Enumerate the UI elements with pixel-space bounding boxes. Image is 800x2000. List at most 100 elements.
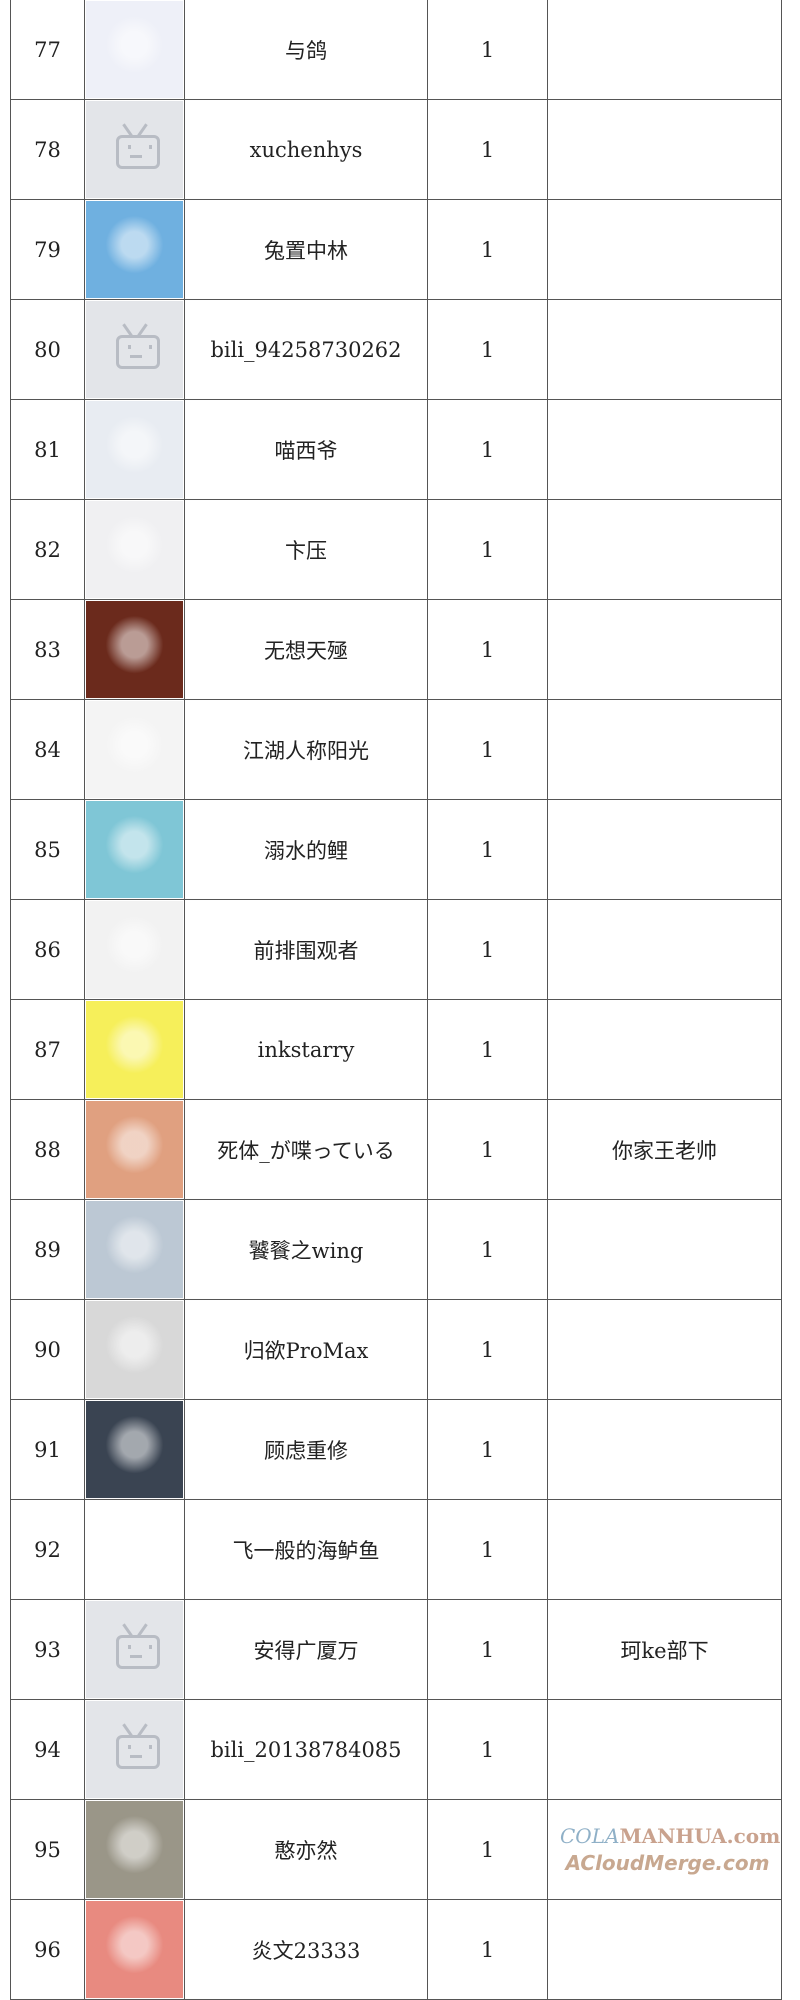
avatar bbox=[86, 401, 183, 498]
note-cell bbox=[547, 199, 782, 300]
rank-cell: 82 bbox=[10, 499, 85, 600]
avatar bbox=[86, 1001, 183, 1098]
count-cell: 1 bbox=[427, 1399, 548, 1500]
count-cell: 1 bbox=[427, 1799, 548, 1900]
username-cell: xuchenhys bbox=[184, 99, 428, 200]
count-cell: 1 bbox=[427, 499, 548, 600]
table-row: 84 江湖人称阳光 1 bbox=[10, 699, 782, 800]
note-cell bbox=[547, 0, 782, 100]
rank-cell: 80 bbox=[10, 299, 85, 400]
note-cell bbox=[547, 499, 782, 600]
username-cell: 顾虑重修 bbox=[184, 1399, 428, 1500]
table-row: 81 喵西爷 1 bbox=[10, 399, 782, 500]
note-cell bbox=[547, 699, 782, 800]
username-cell: 飞一般的海鲈鱼 bbox=[184, 1499, 428, 1600]
rank-cell: 93 bbox=[10, 1599, 85, 1700]
count-cell: 1 bbox=[427, 0, 548, 100]
table-row: 92 飞一般的海鲈鱼 1 bbox=[10, 1499, 782, 1600]
avatar-cell bbox=[84, 0, 185, 100]
rank-cell: 91 bbox=[10, 1399, 85, 1500]
username-cell: inkstarry bbox=[184, 999, 428, 1100]
count-cell: 1 bbox=[427, 1299, 548, 1400]
note-cell bbox=[547, 799, 782, 900]
rank-cell: 90 bbox=[10, 1299, 85, 1400]
count-cell: 1 bbox=[427, 799, 548, 900]
note-cell bbox=[547, 1899, 782, 2000]
table-row: 88 死体_が喋っている 1 你家王老帅 bbox=[10, 1099, 782, 1200]
rank-cell: 79 bbox=[10, 199, 85, 300]
table-row: 85 溺水的鲤 1 bbox=[10, 799, 782, 900]
note-cell bbox=[547, 1399, 782, 1500]
count-cell: 1 bbox=[427, 1199, 548, 1300]
avatar-cell bbox=[84, 1099, 185, 1200]
count-cell: 1 bbox=[427, 899, 548, 1000]
table-row: 95 憨亦然 1 bbox=[10, 1799, 782, 1900]
avatar-cell bbox=[84, 399, 185, 500]
count-cell: 1 bbox=[427, 1099, 548, 1200]
rank-cell: 78 bbox=[10, 99, 85, 200]
default-avatar-icon bbox=[86, 1601, 183, 1698]
table-row: 77 与鸽 1 bbox=[10, 0, 782, 100]
rank-cell: 81 bbox=[10, 399, 85, 500]
rank-cell: 88 bbox=[10, 1099, 85, 1200]
default-avatar-icon bbox=[86, 1701, 183, 1798]
note-cell bbox=[547, 1499, 782, 1600]
table-row: 79 兔置中林 1 bbox=[10, 199, 782, 300]
avatar bbox=[86, 1201, 183, 1298]
table-row: 87 inkstarry 1 bbox=[10, 999, 782, 1100]
count-cell: 1 bbox=[427, 599, 548, 700]
table-row: 83 无想天殛 1 bbox=[10, 599, 782, 700]
note-cell bbox=[547, 599, 782, 700]
avatar-cell bbox=[84, 1799, 185, 1900]
username-cell: 卞压 bbox=[184, 499, 428, 600]
table-row: 86 前排围观者 1 bbox=[10, 899, 782, 1000]
avatar bbox=[86, 501, 183, 598]
avatar-cell bbox=[84, 99, 185, 200]
avatar-cell bbox=[84, 899, 185, 1000]
username-cell: 死体_が喋っている bbox=[184, 1099, 428, 1200]
avatar-cell bbox=[84, 1599, 185, 1700]
rank-cell: 84 bbox=[10, 699, 85, 800]
count-cell: 1 bbox=[427, 1599, 548, 1700]
avatar bbox=[86, 201, 183, 298]
table-row: 78 xuchenhys 1 bbox=[10, 99, 782, 200]
avatar-cell bbox=[84, 599, 185, 700]
avatar-cell bbox=[84, 1499, 185, 1600]
avatar-cell bbox=[84, 999, 185, 1100]
avatar-cell bbox=[84, 499, 185, 600]
username-cell: 兔置中林 bbox=[184, 199, 428, 300]
avatar bbox=[86, 901, 183, 998]
count-cell: 1 bbox=[427, 1899, 548, 2000]
rank-cell: 87 bbox=[10, 999, 85, 1100]
rank-cell: 77 bbox=[10, 0, 85, 100]
avatar bbox=[86, 1901, 183, 1998]
rank-cell: 96 bbox=[10, 1899, 85, 2000]
avatar bbox=[86, 1401, 183, 1498]
note-cell: 珂ke部下 bbox=[547, 1599, 782, 1700]
avatar bbox=[86, 701, 183, 798]
username-cell: 归欲ProMax bbox=[184, 1299, 428, 1400]
avatar-cell bbox=[84, 299, 185, 400]
note-cell bbox=[547, 99, 782, 200]
table-row: 89 饕餮之wing 1 bbox=[10, 1199, 782, 1300]
count-cell: 1 bbox=[427, 1499, 548, 1600]
table-row: 91 顾虑重修 1 bbox=[10, 1399, 782, 1500]
rank-cell: 95 bbox=[10, 1799, 85, 1900]
count-cell: 1 bbox=[427, 999, 548, 1100]
avatar-cell bbox=[84, 1299, 185, 1400]
avatar bbox=[86, 1301, 183, 1398]
avatar-cell bbox=[84, 199, 185, 300]
avatar-cell bbox=[84, 1899, 185, 2000]
note-cell bbox=[547, 999, 782, 1100]
username-cell: 溺水的鲤 bbox=[184, 799, 428, 900]
avatar bbox=[86, 1801, 183, 1898]
avatar-cell bbox=[84, 1199, 185, 1300]
table-row: 93 安得广厦万 1 珂ke部下 bbox=[10, 1599, 782, 1700]
rank-cell: 86 bbox=[10, 899, 85, 1000]
avatar-cell bbox=[84, 1399, 185, 1500]
table-row: 96 炎文23333 1 bbox=[10, 1899, 782, 2000]
avatar bbox=[86, 801, 183, 898]
default-avatar-icon bbox=[86, 101, 183, 198]
username-cell: 喵西爷 bbox=[184, 399, 428, 500]
ranking-table: 77 与鸽 1 78 xuchenhys 1 79 兔置中林 1 80 bili… bbox=[10, 0, 782, 2000]
